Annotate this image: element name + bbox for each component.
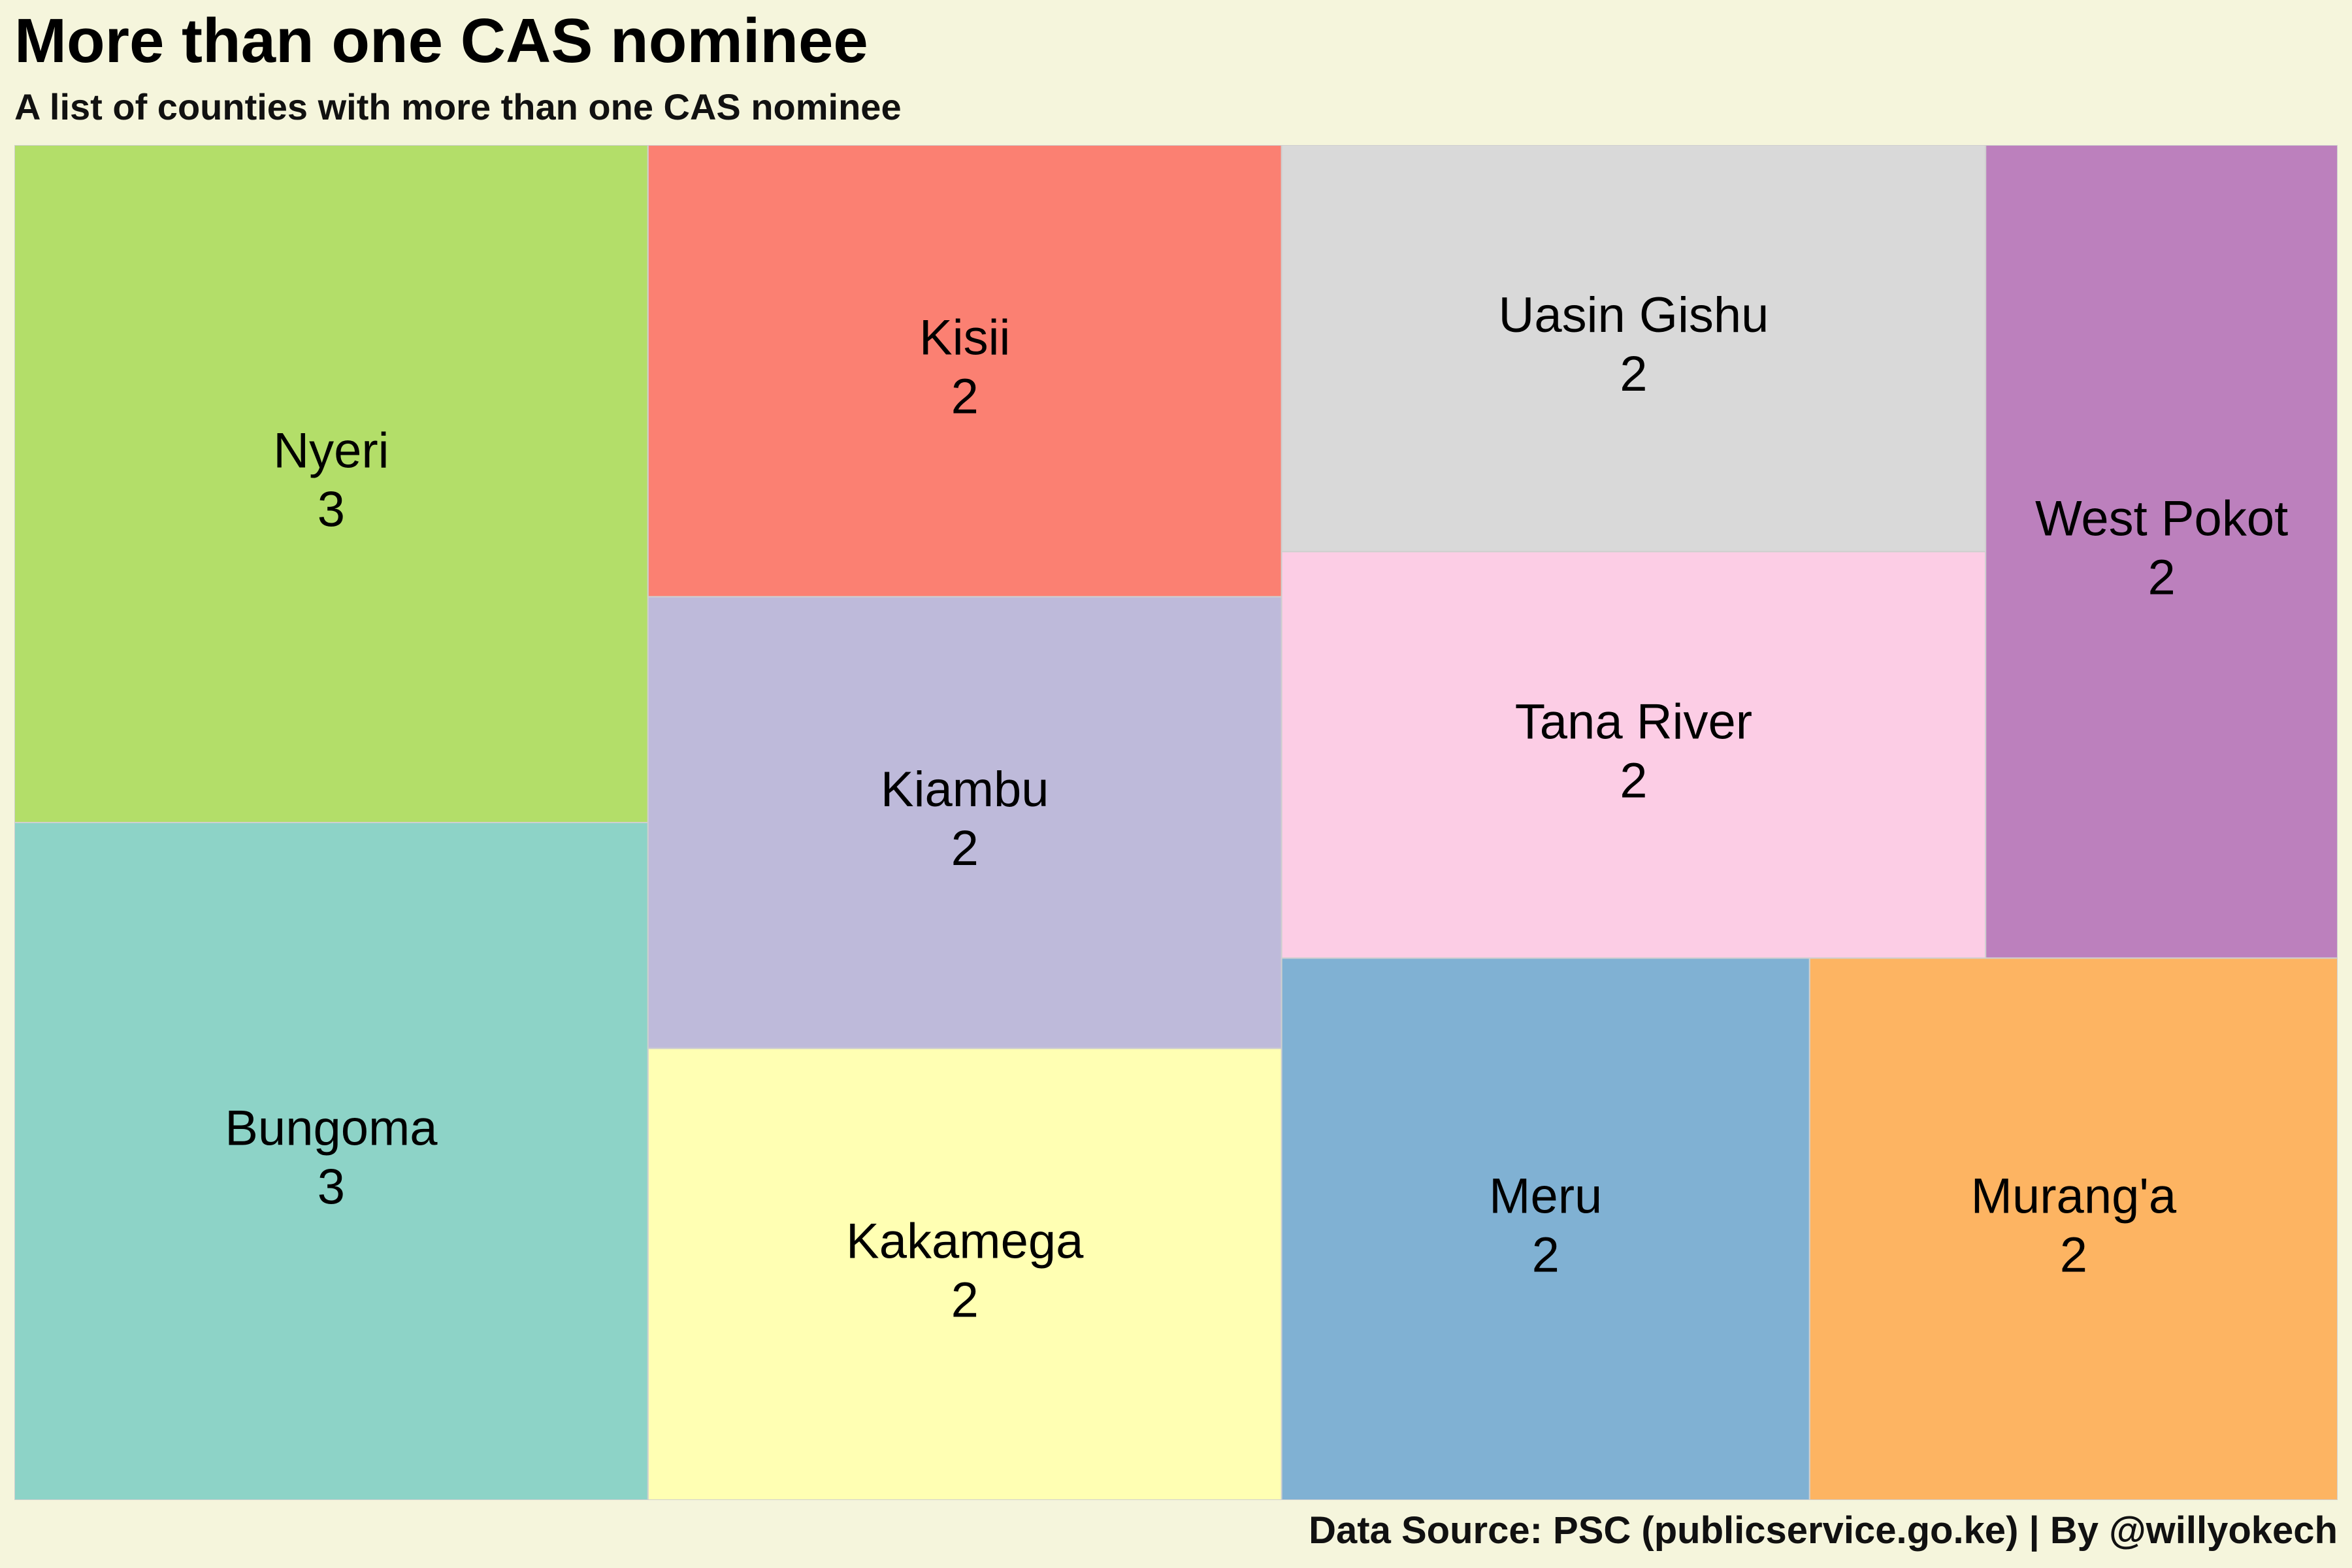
tile-value: 3: [318, 482, 345, 538]
tile-label: Murang'a: [1971, 1168, 2177, 1224]
tile-label: Meru: [1489, 1168, 1602, 1224]
tile-value: 2: [951, 369, 979, 425]
chart-subtitle: A list of counties with more than one CA…: [14, 86, 902, 127]
tile-label: Uasin Gishu: [1498, 287, 1769, 343]
tile-label: Kakamega: [846, 1213, 1084, 1269]
tile-value: 3: [318, 1160, 345, 1215]
tile-rect: [1985, 145, 2338, 959]
tile-value: 2: [951, 821, 979, 876]
tile-value: 2: [1620, 753, 1647, 808]
tile-label: Kiambu: [881, 762, 1049, 817]
tile-rect: [1281, 551, 1987, 959]
tile-murang-a: Murang'a2: [1808, 957, 2338, 1500]
tile-rect: [14, 145, 649, 823]
tile-rect: [1808, 957, 2338, 1500]
tile-value: 2: [1620, 346, 1647, 402]
tile-value: 2: [951, 1272, 979, 1328]
tile-value: 2: [2060, 1227, 2087, 1282]
tile-label: Nyeri: [273, 423, 389, 479]
tile-value: 2: [1532, 1227, 1560, 1282]
chart-title: More than one CAS nominee: [14, 6, 868, 76]
tile-value: 2: [2148, 549, 2175, 605]
tile-rect: [14, 822, 649, 1500]
tile-label: West Pokot: [2035, 491, 2288, 546]
tile-rect: [647, 145, 1282, 598]
chart-caption: Data Source: PSC (publicservice.go.ke) |…: [1309, 1509, 2338, 1552]
tile-rect: [647, 596, 1282, 1049]
tile-label: Tana River: [1515, 694, 1752, 749]
treemap-plot: Bungoma3Nyeri3Kakamega2Kiambu2Kisii2Meru…: [14, 145, 2338, 1500]
tile-rect: [1281, 145, 1987, 553]
tile-label: Bungoma: [225, 1101, 438, 1156]
tile-rect: [1281, 957, 1810, 1500]
tile-label: Kisii: [919, 310, 1010, 366]
